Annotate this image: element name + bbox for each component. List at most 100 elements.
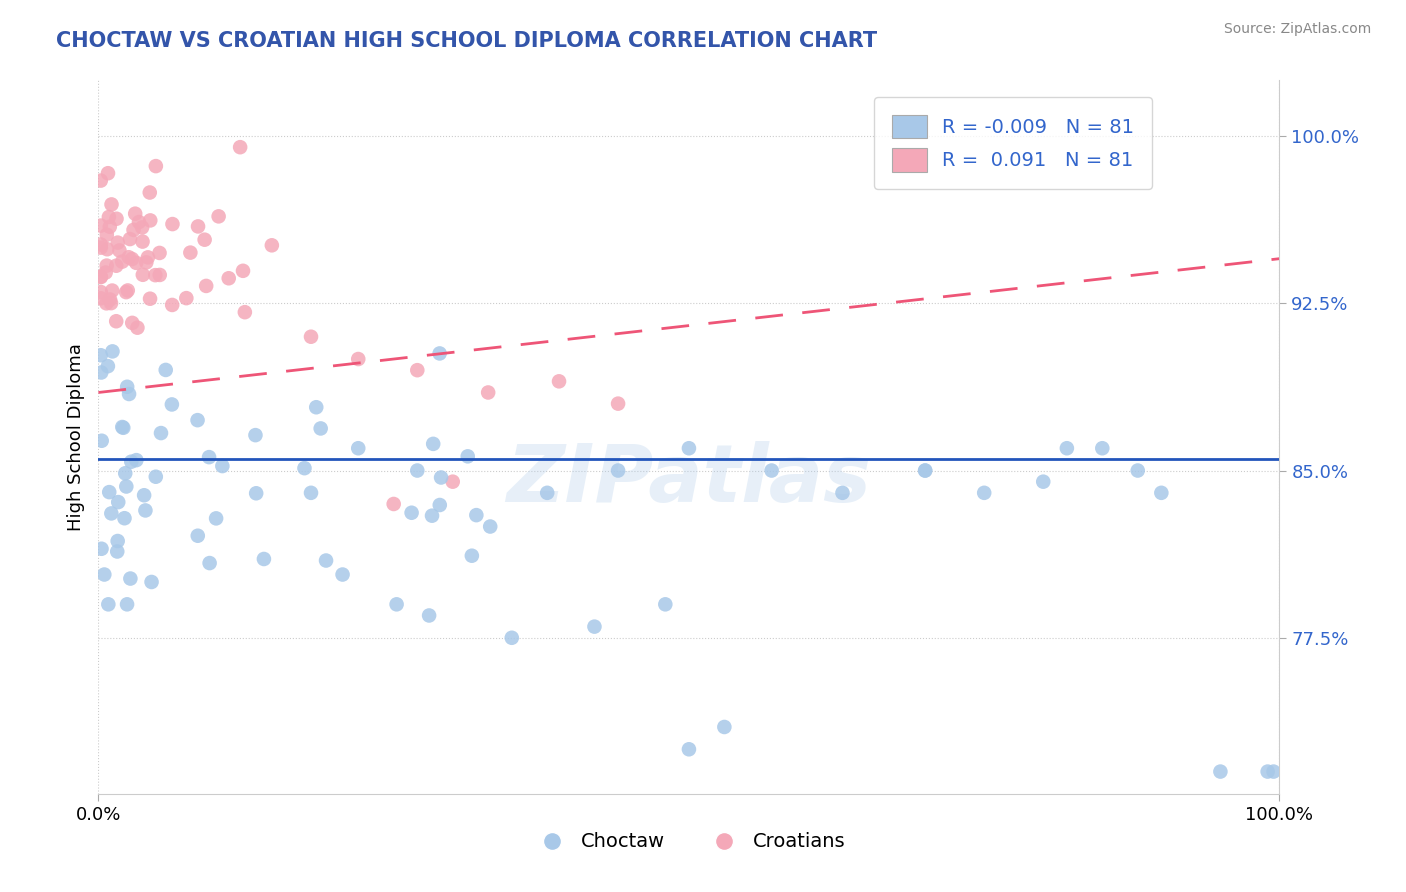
Point: [134, 488, 156, 502]
Point: [761, 464, 783, 478]
Point: [90, 270, 112, 285]
Point: [115, 380, 138, 394]
Point: [422, 437, 444, 451]
Point: [232, 264, 254, 278]
Point: [385, 598, 408, 612]
Point: [101, 344, 124, 359]
Point: [607, 464, 630, 478]
Point: [145, 469, 167, 483]
Point: [120, 572, 142, 586]
Point: [127, 320, 149, 334]
Point: [132, 268, 155, 282]
Point: [100, 197, 122, 211]
Point: [90, 219, 112, 233]
Point: [121, 316, 143, 330]
Point: [176, 291, 198, 305]
Point: [309, 421, 332, 435]
Point: [245, 428, 267, 442]
Point: [245, 486, 267, 500]
Text: Source: ZipAtlas.com: Source: ZipAtlas.com: [1223, 22, 1371, 37]
Point: [299, 330, 322, 344]
Point: [139, 186, 162, 200]
Point: [108, 244, 131, 258]
Point: [107, 534, 129, 549]
Point: [90, 291, 112, 305]
Point: [139, 213, 162, 227]
Point: [253, 552, 276, 566]
Point: [90, 241, 112, 255]
Point: [187, 219, 209, 234]
Point: [98, 485, 121, 500]
Point: [90, 366, 112, 380]
Point: [115, 285, 138, 299]
Point: [98, 219, 121, 234]
Point: [465, 508, 488, 523]
Point: [441, 475, 464, 489]
Point: [973, 486, 995, 500]
Point: [501, 631, 523, 645]
Point: [548, 375, 571, 389]
Point: [418, 608, 440, 623]
Point: [305, 401, 328, 415]
Point: [347, 442, 370, 456]
Point: [114, 511, 136, 525]
Point: [96, 227, 118, 242]
Point: [118, 387, 141, 401]
Point: [97, 598, 120, 612]
Point: [141, 574, 163, 589]
Point: [90, 348, 112, 362]
Point: [105, 314, 128, 328]
Point: [1257, 764, 1279, 779]
Point: [1032, 475, 1054, 489]
Point: [294, 461, 316, 475]
Point: [406, 464, 429, 478]
Point: [114, 467, 136, 481]
Point: [105, 544, 128, 558]
Point: [607, 397, 630, 411]
Point: [131, 220, 153, 235]
Point: [477, 385, 499, 400]
Point: [105, 211, 128, 226]
Point: [125, 256, 148, 270]
Point: [160, 298, 183, 312]
Point: [150, 425, 173, 440]
Text: ZIPatlas: ZIPatlas: [506, 441, 872, 519]
Point: [207, 210, 229, 224]
Point: [111, 254, 134, 268]
Point: [115, 598, 138, 612]
Point: [107, 235, 129, 250]
Point: [1209, 764, 1232, 779]
Point: [332, 567, 354, 582]
Point: [90, 541, 112, 556]
Point: [145, 159, 167, 173]
Point: [90, 269, 112, 284]
Point: [105, 259, 128, 273]
Point: [149, 268, 172, 282]
Point: [914, 464, 936, 478]
Point: [118, 232, 141, 246]
Point: [125, 453, 148, 467]
Point: [179, 245, 201, 260]
Point: [96, 296, 118, 310]
Point: [117, 284, 139, 298]
Point: [233, 305, 256, 319]
Point: [96, 242, 118, 256]
Point: [315, 553, 337, 567]
Point: [136, 251, 159, 265]
Point: [187, 413, 209, 427]
Point: [139, 292, 162, 306]
Point: [94, 266, 117, 280]
Point: [121, 252, 143, 266]
Point: [162, 217, 184, 231]
Point: [1091, 442, 1114, 456]
Point: [429, 498, 451, 512]
Point: [97, 359, 120, 374]
Point: [143, 268, 166, 282]
Point: [120, 455, 142, 469]
Point: [90, 173, 112, 187]
Point: [678, 742, 700, 756]
Point: [1056, 442, 1078, 456]
Point: [583, 620, 606, 634]
Point: [401, 506, 423, 520]
Point: [90, 434, 112, 448]
